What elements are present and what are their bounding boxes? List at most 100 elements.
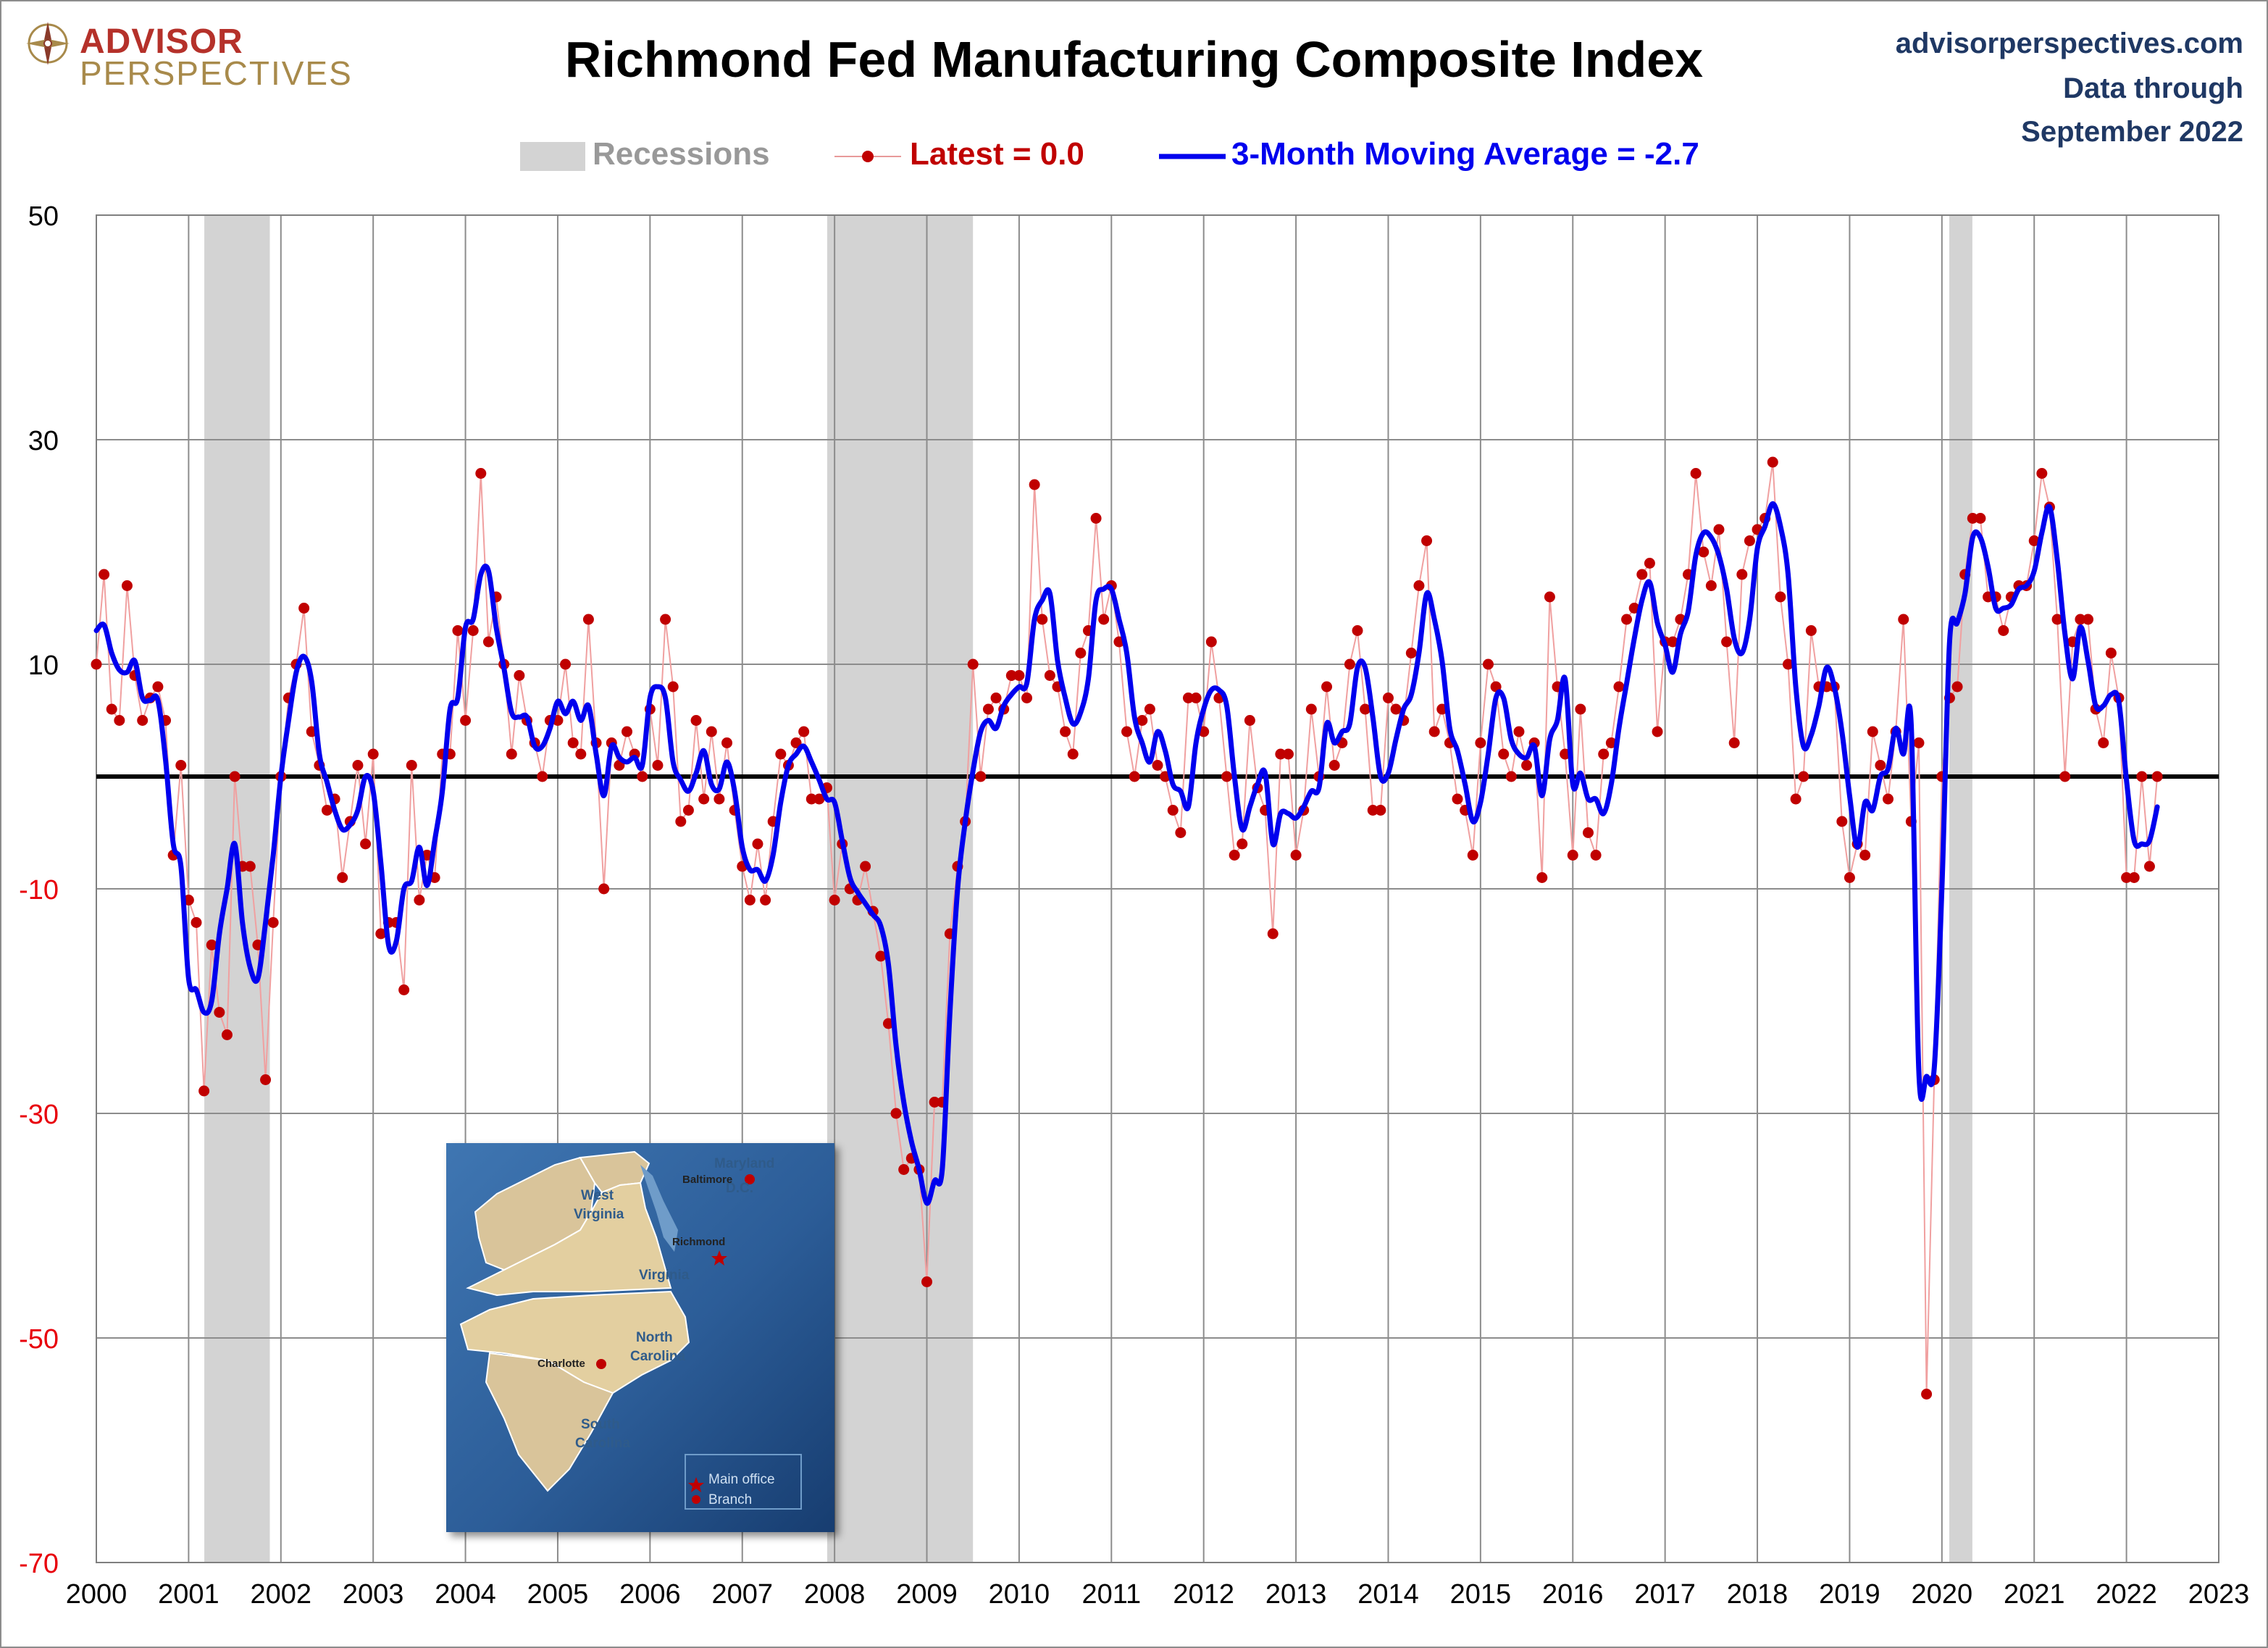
latest-data-point bbox=[1360, 703, 1371, 715]
latest-data-point bbox=[1205, 636, 1217, 648]
latest-data-point bbox=[2136, 771, 2148, 782]
latest-data-point bbox=[1898, 614, 1909, 625]
latest-data-point bbox=[2105, 648, 2117, 658]
plot-area-border bbox=[96, 214, 2219, 1563]
latest-data-point bbox=[1867, 726, 1878, 737]
latest-data-point bbox=[1005, 670, 1017, 681]
latest-data-point bbox=[1921, 1389, 1933, 1400]
x-tick-label: 2015 bbox=[1450, 1579, 1512, 1610]
latest-data-point bbox=[1190, 693, 1202, 703]
latest-data-point bbox=[1328, 760, 1340, 771]
compass-rose-icon bbox=[26, 22, 70, 65]
latest-data-point bbox=[1875, 760, 1886, 771]
x-tick-label: 2021 bbox=[2004, 1579, 2065, 1610]
map-label-south-carolina-line1: South bbox=[581, 1417, 620, 1432]
latest-data-point bbox=[1652, 726, 1663, 737]
latest-data-point bbox=[898, 1164, 910, 1175]
latest-data-point bbox=[1013, 670, 1025, 681]
latest-data-point bbox=[352, 760, 364, 771]
latest-data-point bbox=[1305, 703, 1317, 715]
latest-data-point bbox=[860, 861, 871, 872]
latest-data-point bbox=[191, 917, 202, 928]
latest-data-point bbox=[1544, 591, 1555, 603]
latest-data-point bbox=[398, 984, 410, 995]
latest-data-point bbox=[790, 737, 802, 748]
latest-data-point bbox=[2083, 614, 2094, 625]
map-label-west-virginia-line2: Virginia bbox=[574, 1207, 624, 1222]
latest-data-point bbox=[506, 748, 517, 760]
latest-data-point bbox=[367, 748, 379, 760]
latest-data-point bbox=[805, 793, 817, 805]
latest-data-point bbox=[360, 838, 372, 850]
latest-data-point bbox=[1037, 614, 1048, 625]
latest-data-point bbox=[1644, 558, 1655, 569]
latest-data-point bbox=[1744, 535, 1755, 546]
latest-data-point bbox=[298, 603, 310, 614]
series-layer bbox=[91, 456, 2163, 1400]
x-tick-label: 2014 bbox=[1357, 1579, 1419, 1610]
y-tick-label: -70 bbox=[19, 1549, 59, 1579]
x-tick-label: 2003 bbox=[343, 1579, 404, 1610]
latest-data-point bbox=[321, 805, 332, 816]
latest-data-point bbox=[1352, 625, 1363, 636]
latest-data-point bbox=[706, 726, 717, 737]
latest-data-point bbox=[1382, 693, 1394, 703]
latest-data-point bbox=[1767, 456, 1778, 468]
latest-data-point bbox=[1428, 726, 1440, 737]
latest-data-point bbox=[813, 793, 825, 805]
latest-data-point bbox=[198, 1085, 210, 1097]
latest-data-point bbox=[475, 468, 487, 479]
map-legend-main-office: Main office bbox=[708, 1472, 775, 1487]
grid-lines bbox=[96, 214, 2219, 1563]
latest-data-point bbox=[337, 872, 348, 883]
latest-data-point bbox=[214, 1007, 225, 1018]
latest-data-point bbox=[2098, 737, 2109, 748]
latest-data-point bbox=[106, 703, 117, 715]
latest-data-point bbox=[1467, 850, 1478, 861]
latest-data-point bbox=[1229, 850, 1240, 861]
latest-data-point bbox=[1575, 703, 1586, 715]
latest-data-point bbox=[1582, 827, 1594, 838]
latest-data-point bbox=[690, 715, 702, 726]
latest-data-point bbox=[1513, 726, 1525, 737]
latest-data-point bbox=[1144, 703, 1155, 715]
latest-data-point bbox=[682, 805, 694, 816]
latest-data-point bbox=[2036, 468, 2048, 479]
axes bbox=[96, 214, 2219, 1563]
latest-data-point bbox=[698, 793, 710, 805]
latest-data-point bbox=[1290, 850, 1302, 861]
latest-data-point bbox=[652, 760, 664, 771]
latest-data-point bbox=[137, 715, 148, 726]
latest-data-point bbox=[1505, 771, 1517, 782]
latest-data-point bbox=[1182, 693, 1194, 703]
latest-data-point bbox=[1859, 850, 1871, 861]
latest-data-point bbox=[982, 703, 994, 715]
latest-data-point bbox=[1452, 793, 1463, 805]
moving-average-line bbox=[93, 501, 2160, 1206]
latest-data-point bbox=[1029, 479, 1040, 490]
district-map-image bbox=[459, 1150, 802, 1510]
latest-data-point bbox=[975, 771, 987, 782]
latest-data-point bbox=[1998, 625, 2009, 636]
latest-data-point bbox=[882, 1018, 894, 1029]
latest-data-point bbox=[1728, 737, 1740, 748]
latest-data-point bbox=[1267, 928, 1279, 940]
latest-data-point bbox=[1282, 748, 1294, 760]
latest-data-point bbox=[1805, 625, 1817, 636]
latest-data-point bbox=[798, 726, 810, 737]
latest-data-point bbox=[1521, 760, 1533, 771]
map-city-baltimore: Baltimore bbox=[682, 1174, 733, 1186]
legend-recession-swatch bbox=[520, 142, 585, 171]
latest-data-point bbox=[414, 895, 425, 905]
latest-data-point bbox=[1060, 726, 1071, 737]
latest-data-point bbox=[229, 771, 240, 782]
latest-data-point bbox=[1790, 793, 1802, 805]
x-tick-label: 2012 bbox=[1173, 1579, 1234, 1610]
latest-data-point bbox=[1798, 771, 1809, 782]
latest-data-point bbox=[1713, 524, 1725, 535]
latest-data-point bbox=[267, 917, 279, 928]
latest-data-point bbox=[1783, 658, 1794, 670]
latest-data-point bbox=[206, 940, 217, 950]
latest-data-point bbox=[1090, 513, 1102, 524]
